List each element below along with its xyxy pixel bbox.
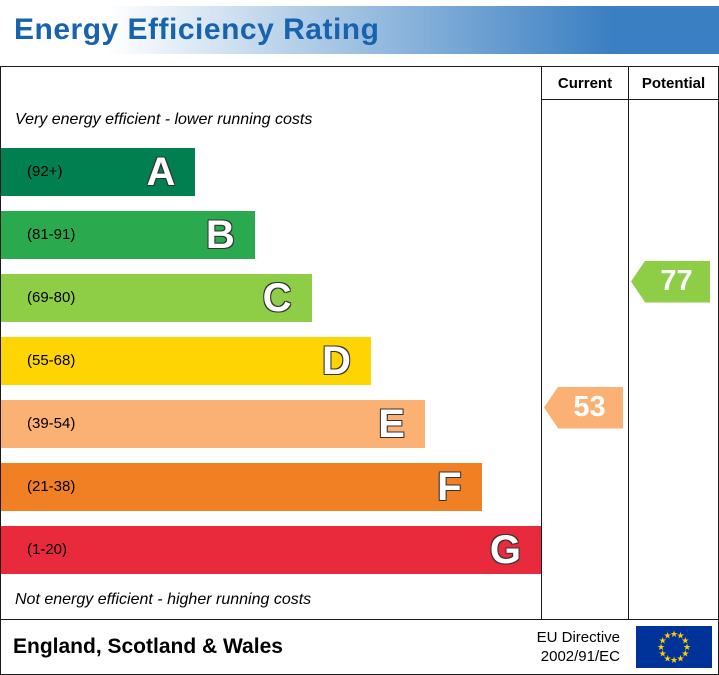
current-rating-column: 53 [541,100,628,619]
potential-rating-arrow: 77 [631,260,710,303]
band-letter: A [146,149,176,194]
rating-table-body: Very energy efficient - lower running co… [1,100,718,619]
band-row: (21-38) F [1,455,541,518]
band-bar-b: (81-91) B [1,210,255,259]
eu-flag-star: ★ [657,642,665,652]
column-header-row: Current Potential [1,67,718,100]
band-row: (69-80) C [1,266,541,329]
eu-flag-star: ★ [659,649,667,659]
chart-title-bar: Energy Efficiency Rating [0,6,719,54]
eu-flag-star: ★ [663,653,671,663]
band-bar-e: (39-54) E [1,399,425,448]
band-range-label: (92+) [27,163,63,180]
band-bar-d: (55-68) D [1,336,371,385]
band-bar-g: (1-20) G [1,525,541,574]
bottom-note: Not energy efficient - higher running co… [15,591,312,608]
band-row: (39-54) E [1,392,541,455]
eu-flag-star: ★ [683,642,691,652]
band-range-label: (55-68) [27,352,76,369]
chart-title: Energy Efficiency Rating [14,13,380,46]
band-letter: F [437,464,462,509]
eu-flag-star: ★ [676,631,684,641]
band-letter: E [378,401,405,446]
potential-rating-column: 77 [628,100,718,619]
band-letter: D [322,338,351,383]
band-range-label: (69-80) [27,289,76,306]
current-rating-arrow: 53 [544,386,623,429]
band-letter: B [205,212,235,257]
band-bar-c: (69-80) C [1,273,312,322]
top-note: Very energy efficient - lower running co… [15,111,313,128]
eu-flag-star: ★ [681,649,689,659]
current-rating-value: 53 [573,391,606,423]
potential-column-header: Potential [628,67,718,100]
footer-region-label: England, Scotland & Wales [13,635,283,658]
band-range-label: (1-20) [27,541,68,558]
eu-flag-background [636,626,712,668]
band-bar-f: (21-38) F [1,462,482,511]
eu-flag-star: ★ [663,631,671,641]
eu-flag-star: ★ [670,629,678,639]
eu-directive-text: EU Directive 2002/91/EC [537,628,620,667]
rating-scale-column: Very energy efficient - lower running co… [1,100,541,619]
band-range-label: (81-91) [27,226,76,243]
band-range-label: (39-54) [27,415,76,432]
eu-directive-line1: EU Directive [536,628,620,646]
eu-flag: ★★★★★★★★★★★★ [636,626,712,668]
band-letter: G [489,527,521,572]
band-row: (81-91) B [1,203,541,266]
band-range-label: (21-38) [27,478,76,495]
band-row: (55-68) D [1,329,541,392]
band-row: (92+) A [1,140,541,203]
potential-rating-value: 77 [660,265,693,297]
current-column-header: Current [541,67,628,100]
eu-flag-star: ★ [676,653,684,663]
eu-directive-line2: 2002/91/EC [540,648,620,665]
rating-table: Current Potential Very energy efficient … [0,66,719,675]
band-row: (1-20) G [1,518,541,581]
eu-flag-star: ★ [670,655,678,665]
band-letter: C [262,275,292,320]
footer-bar: England, Scotland & Wales EU Directive 2… [1,619,718,674]
eu-flag-star: ★ [659,636,667,646]
eu-flag-star: ★ [681,636,689,646]
chart-column-spacer [1,67,541,100]
band-bar-a: (92+) A [1,147,196,196]
